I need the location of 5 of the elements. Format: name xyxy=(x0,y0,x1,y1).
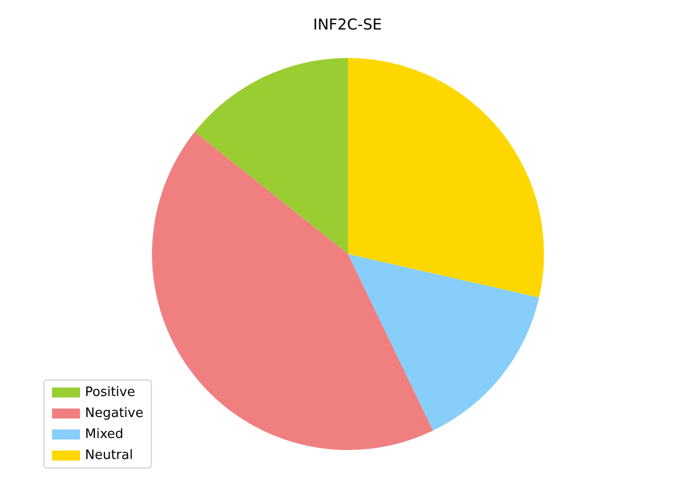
legend-label: Mixed xyxy=(85,427,124,442)
legend-label: Positive xyxy=(85,385,136,400)
chart-title: INF2C-SE xyxy=(313,16,382,34)
legend-label: Neutral xyxy=(85,448,133,463)
legend-label: Negative xyxy=(85,406,144,421)
